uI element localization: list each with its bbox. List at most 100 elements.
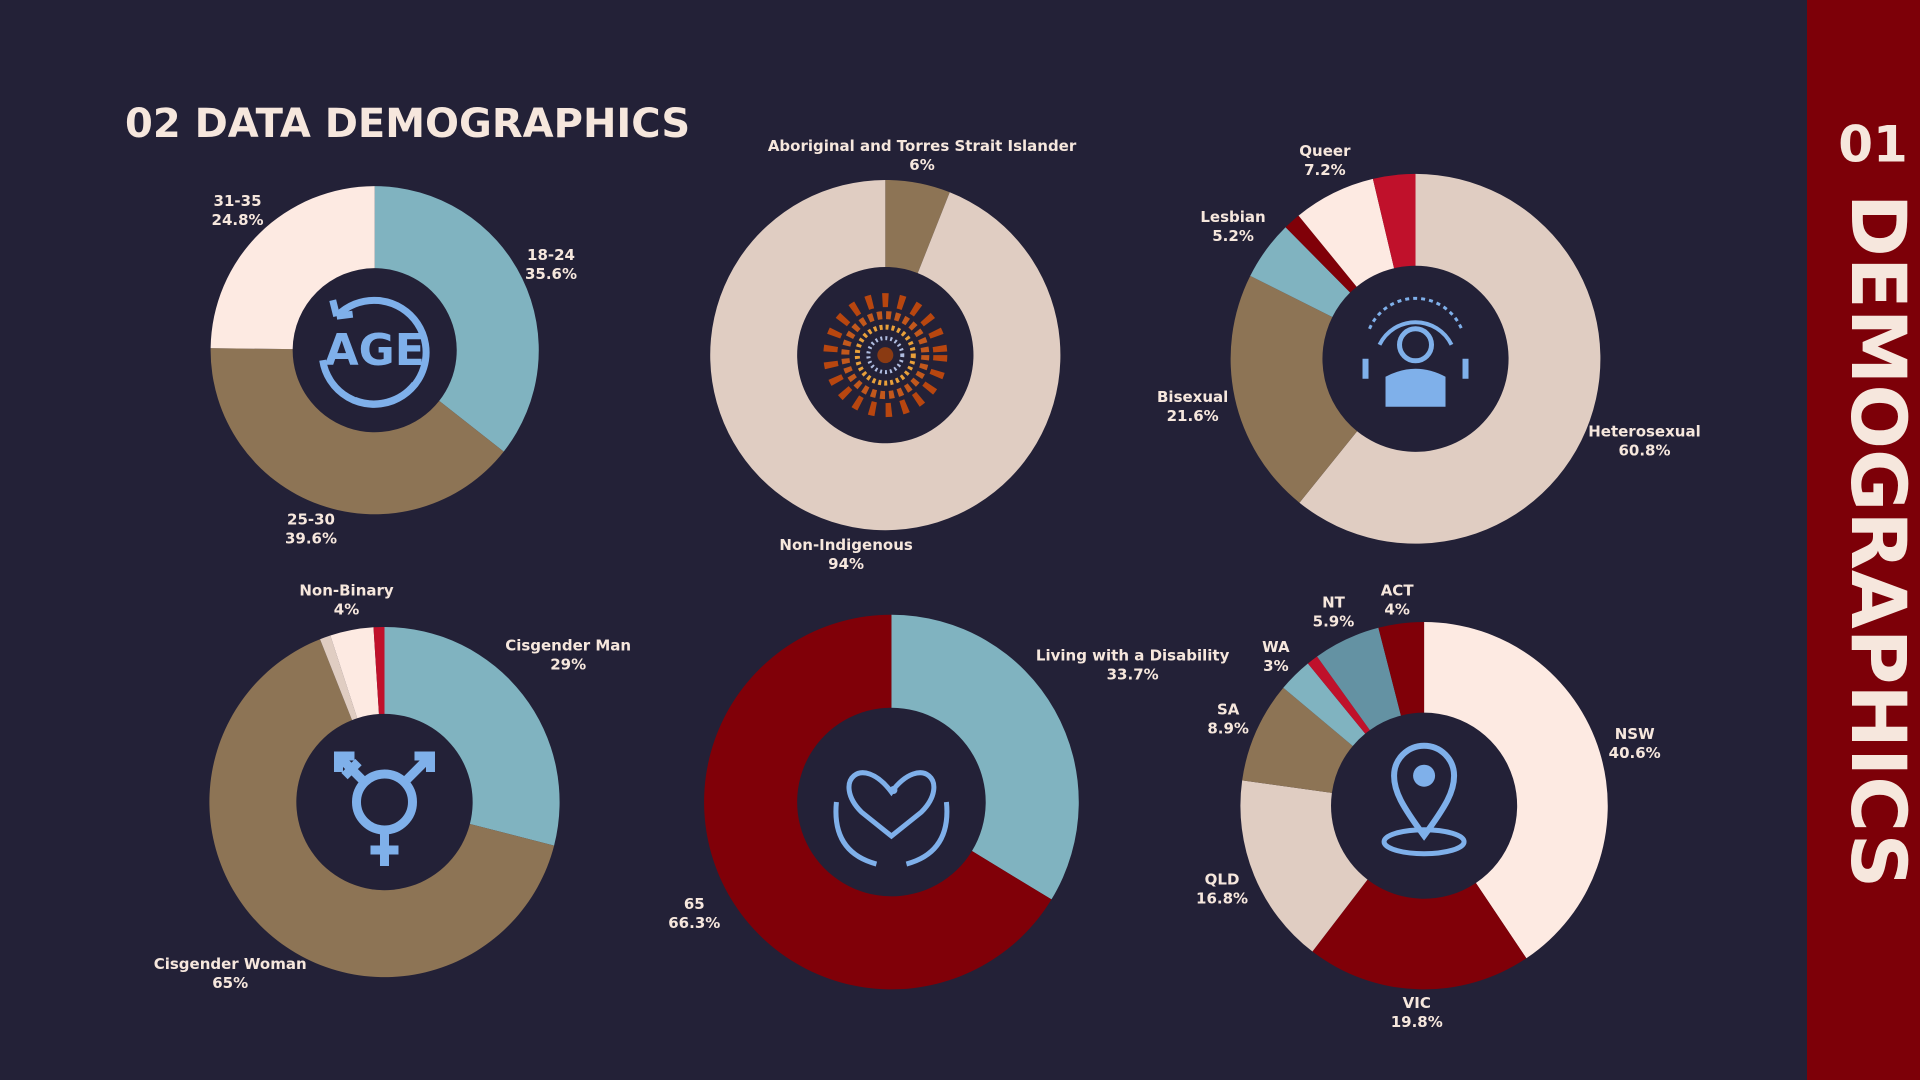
icon-shape [1413,764,1436,787]
slice-value: 66.3% [668,914,720,932]
icon-shape [353,381,418,408]
icon-shape [889,786,898,795]
donut-slice [1307,656,1370,734]
icon-shape [1391,742,1458,841]
center-icon [1362,296,1469,407]
slice-value: 3% [1263,657,1288,675]
icon-shape [1385,368,1446,407]
center-icon [823,293,948,418]
donut-slice [891,614,1079,900]
icon-shape [833,801,950,867]
icon-shape [1362,358,1469,379]
page-title: 02 DATA DEMOGRAPHICS [125,101,690,147]
icon-shape [1368,296,1463,330]
donut-slice [1230,275,1358,503]
donut-slice [374,186,539,452]
slice-label: Non-Binary [299,582,394,600]
sidebar-label: DEMOGRAPHICS [1834,194,1920,888]
donut-slice [373,626,385,715]
slice-label: Living with a Disability [1036,646,1230,664]
donut-slice [384,626,560,846]
slice-label: 31-35 [214,192,262,210]
slice-value: 21.6% [1167,407,1219,425]
slice-value: 29% [550,656,586,674]
sidebar-number: 01 [1838,116,1908,174]
slice-label: Non-Indigenous [779,536,912,554]
donut-slice [1424,622,1608,959]
slice-value: 65% [212,974,248,992]
slice-value: 35.6% [525,265,577,283]
donut-slice [1240,780,1368,952]
slice-value: 40.6% [1609,744,1661,762]
slice-value: 6% [909,156,934,174]
slice-value: 24.8% [212,211,264,229]
center-icon [1381,742,1467,857]
slice-value: 39.6% [285,529,337,547]
donut-slice [320,635,358,721]
slice-label: ACT [1381,582,1415,600]
donut-slice [210,186,375,350]
slice-label: Bisexual [1157,388,1228,406]
slice-label: 18-24 [527,246,575,264]
donut-slice [885,180,950,274]
slice-value: 16.8% [1196,889,1248,907]
slice-label: VIC [1403,994,1431,1012]
icon-shape [333,751,435,867]
slice-value: 5.9% [1313,613,1355,631]
donut-slice [704,614,1052,990]
icon-shape [319,296,430,408]
donut-slice [1312,879,1527,990]
slice-label: Queer [1299,142,1351,160]
donut-slice [210,348,504,515]
slice-value: 60.8% [1618,441,1670,459]
icon-shape [1397,326,1435,364]
slice-label: 25-30 [287,510,335,528]
slice-label: NT [1322,594,1346,612]
slice-value: 7.2% [1304,161,1346,179]
slice-label: Lesbian [1200,208,1265,226]
slice-label: 65 [684,895,705,913]
slice-label: Heterosexual [1588,422,1701,440]
donut-slice [1317,627,1401,731]
slice-value: 4% [334,601,359,619]
slice-value: 8.9% [1207,719,1249,737]
donut-slice [1298,178,1395,287]
donut-slice [1299,173,1601,544]
icon-shape [846,770,937,840]
icon-shape [1381,827,1467,857]
slice-label: Cisgender Woman [154,955,307,973]
center-label: AGE [325,325,425,376]
donut-slice [1372,173,1416,269]
slice-value: 5.2% [1212,227,1254,245]
slice-label: WA [1262,638,1290,656]
slice-value: 4% [1384,601,1409,619]
icon-shape [866,336,905,375]
center-icon [833,770,950,867]
donut-slice [330,627,379,719]
donut-slice [710,180,1061,531]
slice-value: 19.8% [1391,1013,1443,1031]
icon-shape [823,293,948,418]
icon-shape [329,299,354,320]
slice-label: QLD [1205,870,1240,888]
slice-label: SA [1217,700,1240,718]
icon-shape [854,324,916,386]
slice-value: 33.7% [1107,665,1159,683]
donut-slice [1283,663,1366,746]
slice-label: Aboriginal and Torres Strait Islander [768,137,1077,155]
donut-slice [209,639,555,978]
donut-slice [1378,622,1425,716]
slice-label: Cisgender Man [505,637,631,655]
icon-shape [877,347,894,364]
icon-shape [1377,320,1454,346]
donut-slice [1242,687,1353,793]
donut-slice [1250,227,1351,318]
center-icon [319,296,430,408]
sidebar [1807,0,1920,1080]
donut-slice [1285,215,1357,293]
center-icon [333,751,435,867]
slice-value: 94% [828,555,864,573]
slice-label: NSW [1615,725,1655,743]
icon-shape [841,311,930,400]
